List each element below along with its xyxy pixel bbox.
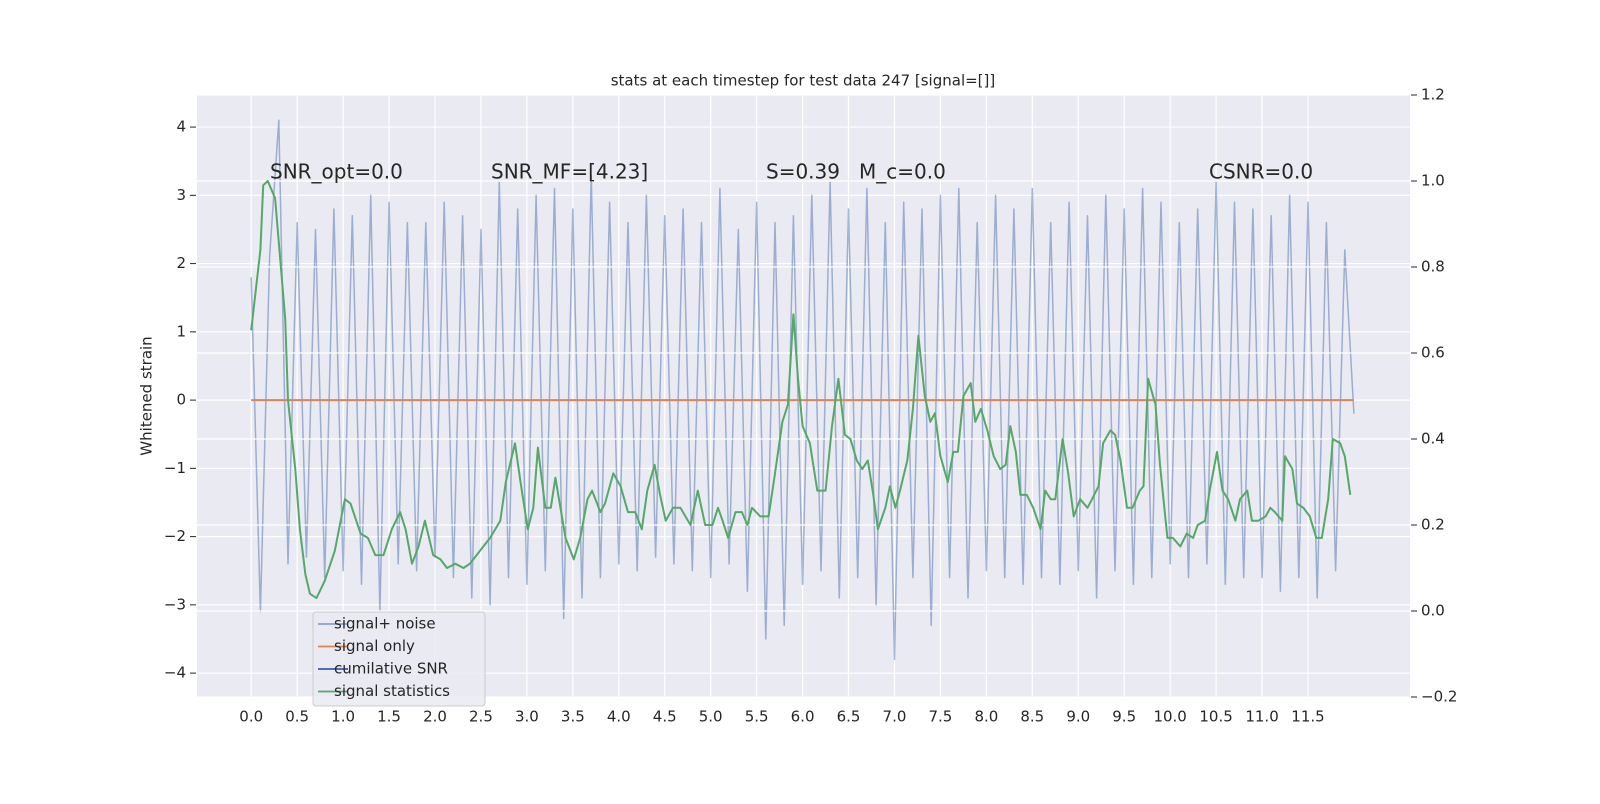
plot-background [197,95,1410,697]
x-tick-label: 8.0 [974,708,998,726]
series-line [250,180,1352,600]
x-tick-label: 10.5 [1199,708,1232,726]
y-tick-label: −2 [164,527,186,545]
x-tick-label: 1.0 [331,708,355,726]
y-axis-label: Whitened strain [138,336,156,455]
x-tick-label: 5.0 [699,708,723,726]
x-tick-label: 2.5 [469,708,493,726]
annotation: CSNR=0.0 [1209,160,1313,184]
x-tick-label: 11.0 [1245,708,1278,726]
y-tick-label: 4 [176,118,186,136]
x-tick-label: 7.0 [883,708,907,726]
annotation: SNR_opt=0.0 [270,160,403,184]
legend-label: cumilative SNR [334,660,448,678]
y-tick-label: −4 [164,664,186,682]
annotation: M_c=0.0 [859,160,946,184]
y2-tick-label: 0.4 [1421,430,1445,448]
legend-label: signal only [334,637,415,655]
x-tick-label: 2.0 [423,708,447,726]
legend-label: signal statistics [334,682,450,700]
x-tick-label: 1.5 [377,708,401,726]
chart-title: stats at each timestep for test data 247… [611,72,996,90]
x-tick-label: 3.5 [561,708,585,726]
x-tick-label: 6.0 [791,708,815,726]
annotation: S=0.39 [766,160,840,184]
y2-tick-label: 0.2 [1421,516,1445,534]
x-tick-label: 9.0 [1066,708,1090,726]
y2-tick-label: −0.2 [1421,688,1457,706]
x-tick-label: 4.0 [607,708,631,726]
y-tick-label: 2 [176,254,186,272]
x-tick-label: 4.5 [653,708,677,726]
annotation: SNR_MF=[4.23] [491,160,648,184]
y2-tick-label: 1.0 [1421,172,1445,190]
y-tick-label: 1 [176,322,186,340]
x-tick-label: 11.5 [1291,708,1324,726]
x-tick-label: 3.0 [515,708,539,726]
x-tick-label: 10.0 [1153,708,1186,726]
x-tick-label: 8.5 [1020,708,1044,726]
y2-tick-label: 0.6 [1421,344,1445,362]
y-tick-label: 0 [176,391,186,409]
y-tick-label: −1 [164,459,186,477]
y-tick-label: 3 [176,186,186,204]
legend-box [312,611,486,707]
x-tick-label: 7.5 [928,708,952,726]
y2-tick-label: 0.0 [1421,602,1445,620]
x-tick-label: 5.5 [745,708,769,726]
x-tick-label: 0.5 [285,708,309,726]
legend-label: signal+ noise [334,615,436,633]
y2-tick-label: 1.2 [1421,86,1445,104]
x-tick-label: 0.0 [239,708,263,726]
x-tick-label: 9.5 [1112,708,1136,726]
x-tick-label: 6.5 [837,708,861,726]
y2-tick-label: 0.8 [1421,258,1445,276]
y-tick-label: −3 [164,595,186,613]
